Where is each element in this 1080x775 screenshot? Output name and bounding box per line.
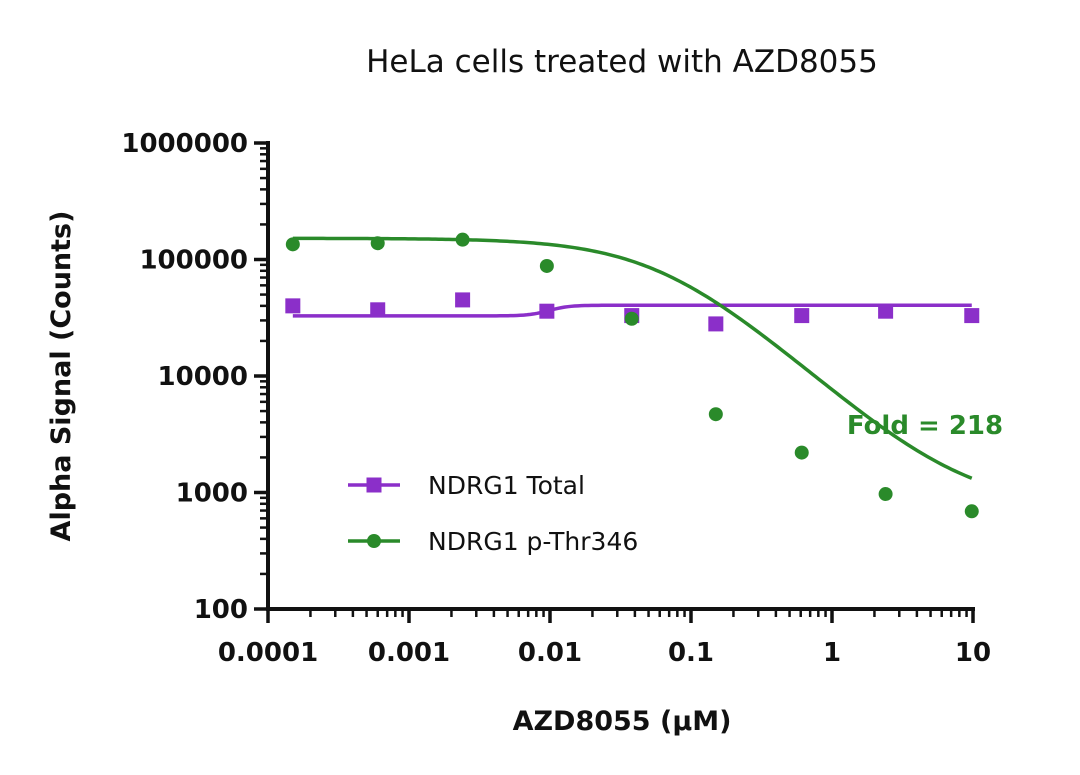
x-tick-label: 10 xyxy=(955,638,991,668)
y-tick-label: 100 xyxy=(194,595,248,625)
x-tick-label: 0.01 xyxy=(518,638,582,668)
series-1-point xyxy=(878,303,894,319)
series-1-point xyxy=(708,316,724,332)
legend-marker-2 xyxy=(367,534,381,548)
x-tick-label: 0.001 xyxy=(368,638,450,668)
series-1-point xyxy=(370,302,386,318)
x-axis-title: AZD8055 (µM) xyxy=(513,706,732,737)
y-tick-label: 1000 xyxy=(176,479,248,509)
series-1-point xyxy=(455,292,471,308)
y-axis-title: Alpha Signal (Counts) xyxy=(46,211,77,542)
series-1-point xyxy=(794,308,810,324)
series-2-point xyxy=(708,407,723,422)
series-2-point xyxy=(964,504,979,519)
y-tick-label: 1000000 xyxy=(121,129,248,159)
x-tick-label: 0.0001 xyxy=(218,638,318,668)
series-2-point xyxy=(539,258,554,273)
series-2-point xyxy=(285,237,300,252)
x-tick-label: 1 xyxy=(823,638,841,668)
legend-label-1: NDRG1 Total xyxy=(428,471,585,500)
series-1-point xyxy=(285,298,301,314)
fit-curves xyxy=(292,236,973,480)
series-2-point xyxy=(370,236,385,251)
series-1-point xyxy=(964,308,980,324)
x-tick-label: 0.1 xyxy=(668,638,714,668)
series-2-point xyxy=(794,445,809,460)
legend-marker-1 xyxy=(366,477,382,493)
chart-title: HeLa cells treated with AZD8055 xyxy=(366,44,878,80)
legend: NDRG1 Total NDRG1 p-Thr346 xyxy=(348,471,638,556)
series-1-point xyxy=(539,303,555,319)
series-2-point xyxy=(455,232,470,247)
data-points xyxy=(285,232,980,519)
series-2-point xyxy=(624,311,639,326)
fit-curve-1 xyxy=(292,303,972,318)
axes: 100 1000 10000 100000 1000000 0.0001 0.001 0.01… xyxy=(121,129,991,668)
fit-curve-2 xyxy=(292,236,973,480)
y-tick-label: 100000 xyxy=(139,246,248,276)
legend-label-2: NDRG1 p-Thr346 xyxy=(428,527,638,556)
fold-annotation: Fold = 218 xyxy=(847,411,1003,441)
y-tick-label: 10000 xyxy=(158,362,248,392)
series-2-point xyxy=(878,487,893,502)
